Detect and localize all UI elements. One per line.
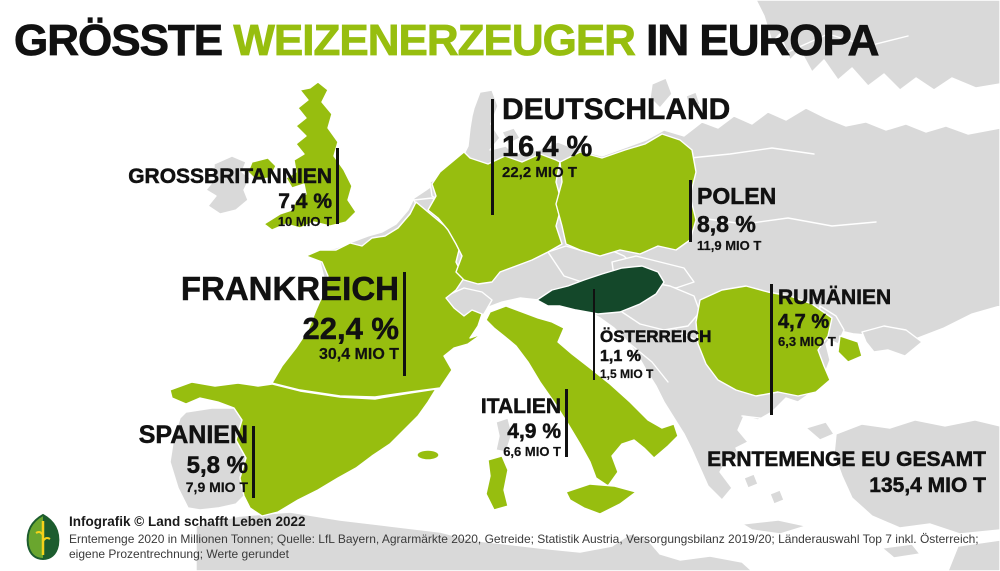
callout-line-grossbritannien: [336, 148, 339, 224]
country-percent: 5,8 %: [186, 451, 248, 479]
map-country-italien: [485, 305, 679, 487]
map-country-spanien: [169, 381, 437, 517]
country-percent: 4,7 %: [778, 311, 830, 334]
country-amount: 11,9 MIO T: [697, 237, 762, 253]
map-island-zypern: [881, 543, 921, 559]
country-label-polen: POLEN 8,8 % 11,9 MIO T: [697, 183, 777, 253]
map-island-sizilien: [565, 483, 637, 515]
country-amount: 1,5 MIO T: [600, 366, 654, 381]
country-name: RUMÄNIEN: [778, 286, 892, 309]
country-name: GROSSBRITANNIEN: [128, 165, 332, 188]
eu-total-label: ERNTEMENGE EU GESAMT: [707, 448, 986, 472]
map-region-nordafrika: [195, 511, 753, 571]
map-border-bulgaria-greece: [741, 411, 807, 421]
footer-credit: Infografik © Land schafft Leben 2022: [69, 514, 306, 530]
country-label-frankreich: FRANKREICH 22,4 % 30,4 MIO T: [180, 270, 400, 364]
map-country-rumaenien: [695, 285, 833, 397]
footer: Infografik © Land schafft Leben 2022 Ern…: [24, 513, 979, 563]
map-country-tuerkei: [833, 419, 1000, 535]
map-border-belarus-ukraine: [699, 217, 877, 227]
callout-line-frankreich: [403, 272, 406, 376]
country-amount: 7,9 MIO T: [185, 478, 248, 495]
page-title: GRÖSSTE WEIZENERZEUGER IN EUROPA: [14, 16, 880, 66]
map-island-denmark: [501, 127, 521, 145]
country-name: SPANIEN: [138, 421, 248, 449]
title-suffix: IN EUROPA: [634, 16, 880, 66]
country-name: DEUTSCHLAND: [502, 93, 731, 126]
land-schafft-leben-logo: [26, 514, 60, 561]
country-label-rumaenien: RUMÄNIEN 4,7 % 6,3 MIO T: [778, 286, 892, 349]
map-region-nordirland: [247, 157, 277, 181]
country-name: ITALIEN: [480, 395, 562, 418]
map-island-aegaeis-2: [769, 489, 785, 505]
map-border-scandinavia: [787, 33, 909, 53]
eu-total-value: 135,4 MIO T: [869, 474, 986, 498]
title-highlight: WEIZENERZEUGER: [233, 16, 636, 66]
country-label-oesterreich: ÖSTERREICH 1,1 % 1,5 MIO T: [600, 327, 712, 381]
country-percent: 1,1 %: [600, 348, 641, 366]
country-label-spanien: SPANIEN 5,8 % 7,9 MIO T: [138, 421, 248, 495]
callout-line-polen: [689, 180, 692, 242]
map-island-gotland: [649, 77, 673, 109]
country-label-grossbritannien: GROSSBRITANNIEN 7,4 % 10 MIO T: [128, 165, 332, 229]
map-island-aegaeis-1: [743, 473, 759, 489]
footer-text: Infografik © Land schafft Leben 2022 Ern…: [69, 513, 979, 563]
callout-line-italien: [565, 389, 568, 457]
map-island-baltic: [685, 91, 701, 111]
footer-source-line2: eigene Prozentrechnung; Werte gerundet: [69, 547, 289, 562]
country-percent: 16,4 %: [502, 130, 593, 163]
map-region-scandinavia: [755, 0, 1000, 91]
map-border-balkans-1: [599, 329, 669, 383]
map-country-frankreich: [271, 201, 483, 398]
map-island-sardinien: [485, 455, 509, 511]
country-amount: 30,4 MIO T: [318, 346, 399, 364]
country-name: FRANKREICH: [180, 270, 400, 307]
callout-line-spanien: [252, 426, 255, 498]
map-country-oesterreich: [536, 265, 665, 315]
country-amount: 6,3 MIO T: [778, 333, 836, 349]
callout-line-rumaenien: [770, 284, 773, 415]
country-name: ÖSTERREICH: [600, 327, 712, 346]
map-island-kreta: [741, 519, 807, 535]
footer-source-line1: Erntemenge 2020 in Millionen Tonnen; Que…: [69, 531, 979, 546]
callout-line-oesterreich: [593, 289, 595, 380]
country-percent: 8,8 %: [697, 211, 756, 238]
country-amount: 10 MIO T: [277, 213, 332, 229]
country-amount: 6,6 MIO T: [503, 443, 561, 459]
country-percent: 4,9 %: [507, 420, 561, 444]
eu-total: ERNTEMENGE EU GESAMT 135,4 MIO T: [707, 447, 986, 500]
callout-line-deutschland: [491, 99, 494, 215]
map-region-naher-osten: [947, 539, 1000, 571]
country-percent: 22,4 %: [302, 310, 399, 346]
map-island-mallorca: [416, 449, 440, 461]
map-island-korsika: [495, 417, 513, 453]
country-percent: 7,4 %: [278, 190, 332, 214]
map-country-grossbritannien: [263, 81, 357, 231]
country-name: POLEN: [697, 183, 777, 209]
country-label-deutschland: DEUTSCHLAND 16,4 % 22,2 MIO T: [502, 93, 731, 182]
map-region-rumaenien-kueste: [837, 335, 863, 363]
country-label-italien: ITALIEN 4,9 % 6,6 MIO T: [480, 395, 562, 459]
map-country-deutschland: [427, 151, 563, 285]
map-region-marmara: [805, 421, 835, 441]
map-region-krim: [861, 325, 923, 357]
map-country-irland: [205, 155, 251, 215]
title-prefix: GRÖSSTE: [14, 16, 234, 66]
country-amount: 22,2 MIO T: [502, 164, 578, 182]
